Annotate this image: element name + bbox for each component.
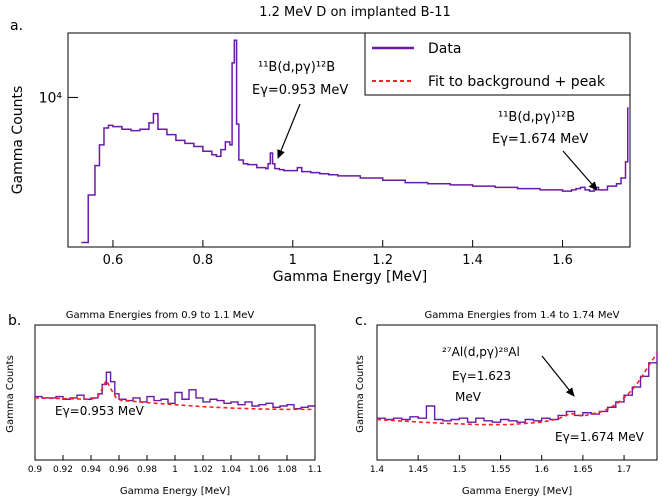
panel-a-x-axis-label: Gamma Energy [MeV] bbox=[273, 269, 427, 285]
x-tick-label: 1.6 bbox=[535, 465, 550, 475]
panel-b: b. Gamma Energies from 0.9 to 1.1 MeV 0.… bbox=[5, 310, 322, 497]
panel-a-annotation-1: ¹¹B(d,pγ)¹²B Eγ=0.953 MeV bbox=[252, 60, 348, 159]
panel-c-series bbox=[376, 352, 658, 426]
panel-c-x-axis-label: Gamma Energy [MeV] bbox=[462, 486, 572, 497]
panel-a-y-axis-label: Gamma Counts bbox=[10, 86, 26, 195]
x-tick-label: 1.02 bbox=[193, 465, 213, 475]
x-tick-label: 1.4 bbox=[462, 253, 483, 268]
x-tick-label: 1.1 bbox=[308, 465, 322, 475]
y-tick-label: 10⁴ bbox=[39, 90, 63, 106]
panel-c-label: c. bbox=[355, 313, 367, 329]
panel-b-y-axis-label: Gamma Counts bbox=[5, 355, 16, 433]
x-tick-label: 1.7 bbox=[617, 465, 631, 475]
annotation-energy-label: Eγ=1.623 bbox=[452, 369, 511, 383]
legend-fit-label: Fit to background + peak bbox=[428, 74, 606, 90]
series-data-line bbox=[377, 352, 658, 423]
x-tick-label: 0.96 bbox=[109, 465, 129, 475]
series-fit-line bbox=[376, 352, 658, 426]
panel-a-series bbox=[81, 39, 629, 244]
annotation-reaction-label: ¹¹B(d,pγ)¹²B bbox=[498, 110, 575, 125]
panel-c-y-axis-label: Gamma Counts bbox=[355, 355, 366, 433]
panel-b-x-axis: 0.9 0.92 0.94 0.96 0.98 1 1.02 1.04 1.06 1.08 1.1 bbox=[28, 455, 322, 475]
annotation-unit-label: MeV bbox=[455, 390, 482, 404]
series-data-line bbox=[81, 39, 629, 244]
panel-a-annotation-2: ¹¹B(d,pγ)¹²B Eγ=1.674 MeV bbox=[492, 110, 598, 191]
panel-c-x-axis: 1.4 1.45 1.5 1.55 1.6 1.65 1.7 bbox=[370, 455, 631, 475]
x-tick-label: 0.9 bbox=[28, 465, 43, 475]
panel-c-energy-annotation: Eγ=1.674 MeV bbox=[555, 430, 645, 444]
panel-b-label: b. bbox=[8, 313, 21, 329]
legend: Data Fit to background + peak bbox=[364, 32, 631, 96]
panel-a-frame bbox=[67, 32, 631, 248]
panel-a-title: 1.2 MeV D on implanted B-11 bbox=[259, 5, 451, 20]
x-tick-label: 0.8 bbox=[193, 253, 214, 268]
series-fit-line bbox=[34, 378, 315, 411]
panel-c-title: Gamma Energies from 1.4 to 1.74 MeV bbox=[425, 310, 620, 321]
annotation-arrow bbox=[562, 150, 598, 191]
panel-a-label: a. bbox=[10, 18, 23, 34]
annotation-arrow bbox=[277, 103, 301, 159]
annotation-reaction-label: ¹¹B(d,pγ)¹²B bbox=[258, 60, 335, 75]
x-tick-label: 1.08 bbox=[277, 465, 297, 475]
x-tick-label: 1.45 bbox=[408, 465, 428, 475]
panel-b-series bbox=[34, 371, 316, 411]
legend-data-label: Data bbox=[428, 41, 461, 57]
panel-b-title: Gamma Energies from 0.9 to 1.1 MeV bbox=[66, 310, 255, 321]
panel-b-x-axis-label: Gamma Energy [MeV] bbox=[120, 486, 230, 497]
x-tick-label: 0.92 bbox=[53, 465, 73, 475]
annotation-energy-label: Eγ=0.953 MeV bbox=[252, 83, 348, 98]
panel-a-x-axis: 0.6 0.8 1 1.2 1.4 1.6 bbox=[103, 240, 573, 268]
x-tick-label: 1 bbox=[289, 253, 297, 268]
x-tick-label: 1.06 bbox=[249, 465, 269, 475]
x-tick-label: 1.5 bbox=[452, 465, 466, 475]
panel-c-frame bbox=[376, 324, 658, 461]
x-tick-label: 0.94 bbox=[81, 465, 101, 475]
x-tick-label: 0.6 bbox=[103, 253, 124, 268]
x-tick-label: 1.4 bbox=[370, 465, 385, 475]
x-tick-label: 1.2 bbox=[372, 253, 393, 268]
panel-c: c. Gamma Energies from 1.4 to 1.74 MeV 1… bbox=[355, 310, 658, 497]
panel-a: a. 1.2 MeV D on implanted B-11 0.6 0.8 1 1.… bbox=[10, 5, 631, 285]
annotation-energy-label: Eγ=1.674 MeV bbox=[492, 132, 588, 147]
annotation-reaction-label: ²⁷Al(d,pγ)²⁸Al bbox=[442, 345, 520, 359]
x-tick-label: 1 bbox=[172, 465, 178, 475]
x-tick-label: 1.55 bbox=[491, 465, 511, 475]
x-tick-label: 1.6 bbox=[552, 253, 573, 268]
series-data-line bbox=[35, 371, 316, 410]
panel-c-annotation-1: ²⁷Al(d,pγ)²⁸Al Eγ=1.623 MeV bbox=[442, 345, 575, 404]
legend-box bbox=[364, 32, 631, 96]
annotation-arrow bbox=[541, 355, 575, 397]
x-tick-label: 0.98 bbox=[137, 465, 157, 475]
panel-a-y-axis: 10⁴ bbox=[39, 90, 78, 106]
x-tick-label: 1.65 bbox=[573, 465, 593, 475]
panel-b-energy-annotation: Eγ=0.953 MeV bbox=[55, 404, 145, 418]
x-tick-label: 1.04 bbox=[221, 465, 241, 475]
